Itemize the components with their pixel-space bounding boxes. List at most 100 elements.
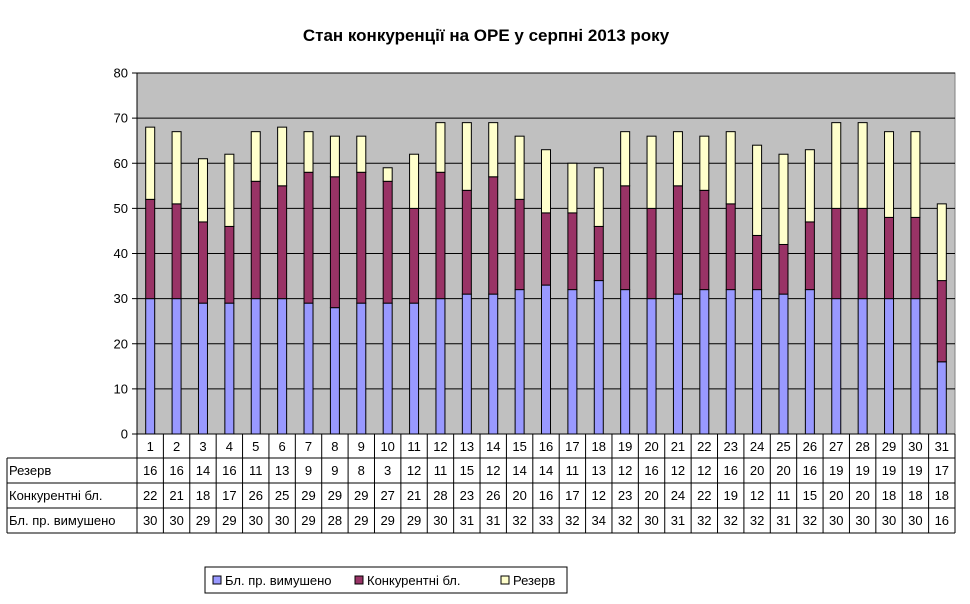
bar-segment (725, 289, 736, 435)
bar-segment (699, 289, 710, 435)
bar-segment (277, 126, 288, 187)
data-label: 20 (644, 488, 658, 503)
data-label: 13 (275, 463, 289, 478)
bar-segment (752, 144, 763, 236)
bar-segment (488, 293, 499, 435)
data-label: 31 (486, 513, 500, 528)
bar-segment (857, 298, 868, 435)
category-label: 22 (697, 439, 711, 454)
data-label: 12 (407, 463, 421, 478)
data-label: 20 (750, 463, 764, 478)
data-label: 30 (433, 513, 447, 528)
category-label: 8 (331, 439, 338, 454)
legend-entry: Резерв (513, 573, 555, 588)
bar-segment (857, 207, 868, 300)
data-label: 33 (539, 513, 553, 528)
bar-segment (646, 298, 657, 435)
bar-segment (197, 302, 208, 435)
data-label: 30 (275, 513, 289, 528)
y-tick-label: 20 (114, 336, 128, 351)
category-label: 26 (803, 439, 817, 454)
bar-segment (250, 298, 261, 435)
data-label: 29 (301, 513, 315, 528)
bar-segment (567, 289, 578, 435)
data-label: 31 (671, 513, 685, 528)
data-label: 18 (935, 488, 949, 503)
bar-segment (171, 298, 182, 435)
bar-segment (725, 131, 736, 205)
y-tick-label: 70 (114, 111, 128, 126)
bar-segment (593, 225, 604, 282)
data-label: 15 (803, 488, 817, 503)
category-label: 3 (199, 439, 206, 454)
data-label: 32 (565, 513, 579, 528)
data-label: 17 (222, 488, 236, 503)
data-label: 14 (196, 463, 210, 478)
data-label: 11 (249, 463, 263, 478)
legend-swatch (212, 575, 222, 585)
y-tick-label: 10 (114, 381, 128, 396)
data-label: 32 (697, 513, 711, 528)
data-table: 1 2 3 4 5 6 7 8 9 10 11 12 13 14 15 16 17 18 19 20 21 22 23 24 2… (6, 433, 956, 534)
bar-segment (356, 171, 367, 304)
data-label: 11 (566, 463, 580, 478)
data-label: 12 (697, 463, 711, 478)
bar-segment (277, 185, 288, 300)
data-label: 19 (829, 463, 843, 478)
bar-segment (725, 203, 736, 291)
category-label: 4 (226, 439, 233, 454)
y-tick-label: 50 (114, 201, 128, 216)
data-label: 16 (539, 488, 553, 503)
category-label: 20 (644, 439, 658, 454)
data-label: 16 (222, 463, 236, 478)
category-label: 17 (565, 439, 579, 454)
bar-segment (752, 234, 763, 291)
bar-segment (778, 153, 789, 245)
data-label: 27 (380, 488, 394, 503)
data-label: 29 (328, 488, 342, 503)
bar-segment (541, 212, 551, 286)
table-row-label: Бл. пр. вимушено (9, 513, 116, 528)
data-label: 30 (249, 513, 263, 528)
data-label: 25 (275, 488, 289, 503)
data-label: 30 (169, 513, 183, 528)
data-label: 20 (776, 463, 790, 478)
bar-segment (514, 135, 525, 200)
category-label: 19 (618, 439, 632, 454)
category-label: 31 (935, 439, 949, 454)
y-axis: 0 10 20 30 40 50 60 70 80 (114, 66, 138, 442)
bar-segment (224, 302, 235, 435)
bar-segment (884, 298, 895, 435)
data-label: 19 (882, 463, 896, 478)
bar-segment (277, 298, 288, 435)
bar-segment (145, 198, 156, 300)
bar-segment (672, 185, 683, 295)
bar-segment (593, 167, 604, 227)
data-label: 34 (592, 513, 606, 528)
category-label: 28 (855, 439, 869, 454)
data-label: 22 (697, 488, 711, 503)
chart-title: Стан конкуренції на ОРЕ у серпні 2013 ро… (303, 26, 670, 45)
bar-segment (303, 131, 314, 173)
data-label: 18 (882, 488, 896, 503)
data-label: 3 (384, 463, 391, 478)
bar-segment (488, 122, 499, 178)
category-label: 7 (305, 439, 312, 454)
data-label: 26 (486, 488, 500, 503)
data-label: 31 (776, 513, 790, 528)
data-label: 20 (829, 488, 843, 503)
data-label: 12 (592, 488, 606, 503)
bar-segment (382, 302, 393, 435)
data-label: 31 (460, 513, 474, 528)
bar-segment (910, 298, 921, 435)
data-label: 30 (143, 513, 157, 528)
y-tick-label: 80 (114, 66, 128, 81)
bar-segment (435, 122, 446, 173)
bar-segment (461, 293, 472, 435)
bar-segment (329, 135, 340, 178)
data-label: 16 (803, 463, 817, 478)
bar-segment (567, 212, 578, 291)
data-label: 19 (908, 463, 922, 478)
category-label: 11 (407, 439, 421, 454)
legend-entry: Бл. пр. вимушено (225, 573, 332, 588)
